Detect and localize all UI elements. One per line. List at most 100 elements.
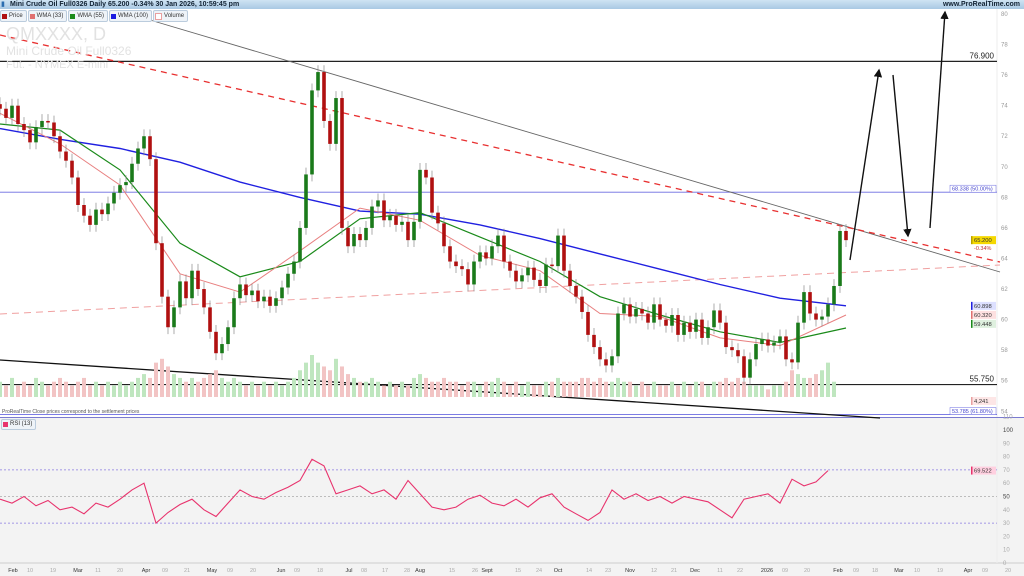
candle-down xyxy=(730,347,734,351)
x-tick-label: Mar xyxy=(73,568,83,574)
candle-down xyxy=(736,350,740,357)
legend-wma33[interactable]: WMA (33) xyxy=(27,10,68,22)
site-link[interactable]: www.ProRealTime.com xyxy=(942,1,1020,8)
x-tick-label: Feb xyxy=(8,568,17,574)
legend-price[interactable]: Price xyxy=(0,10,27,22)
candle-up xyxy=(226,327,230,345)
x-tick-label: 09 xyxy=(294,568,300,574)
volume-bar xyxy=(112,385,116,397)
volume-bar xyxy=(772,385,776,397)
level-label: 55.750 xyxy=(970,375,995,384)
volume-bar xyxy=(64,381,68,397)
volume-bar xyxy=(586,377,590,397)
volume-bar xyxy=(760,385,764,397)
candle-up xyxy=(130,163,134,183)
candle-up xyxy=(178,281,182,308)
volume-bar xyxy=(808,377,812,397)
volume-bar xyxy=(202,377,206,397)
candle-down xyxy=(382,200,386,221)
candle-down xyxy=(424,169,428,178)
candle-down xyxy=(442,223,446,247)
candle-down xyxy=(808,292,812,314)
legend-wma55[interactable]: WMA (55) xyxy=(68,10,109,22)
rsi-line xyxy=(0,458,829,525)
volume-bar xyxy=(778,385,782,397)
price-tick-label: 68 xyxy=(1001,195,1008,201)
candle-up xyxy=(490,246,494,259)
volume-bar xyxy=(52,381,56,397)
volume-bar xyxy=(292,377,296,397)
volume-bar xyxy=(10,377,14,397)
volume-bar xyxy=(718,381,722,397)
volume-bar xyxy=(502,381,506,397)
candle-down xyxy=(844,230,848,241)
volume-bar xyxy=(358,381,362,397)
candle-up xyxy=(616,313,620,357)
volume-bar xyxy=(4,385,8,397)
candle-down xyxy=(0,104,2,109)
candle-down xyxy=(430,177,434,213)
candle-down xyxy=(448,246,452,262)
x-tick-label: 21 xyxy=(184,568,190,574)
candle-down xyxy=(436,212,440,224)
x-tick-label: 12 xyxy=(651,568,657,574)
volume-bar xyxy=(196,381,200,397)
candle-down xyxy=(574,285,578,297)
candle-up xyxy=(682,322,686,335)
volume-bar xyxy=(22,381,26,397)
volume-bar xyxy=(418,374,422,397)
volume-bar xyxy=(394,385,398,397)
price-tick-label: 54 xyxy=(1001,409,1008,415)
candle-down xyxy=(196,270,200,290)
volume-bar xyxy=(178,377,182,397)
x-tick-label: 18 xyxy=(872,568,878,574)
legend-wma100[interactable]: WMA (100) xyxy=(109,10,153,22)
x-tick-label: 09 xyxy=(227,568,233,574)
candle-down xyxy=(532,267,536,280)
candle-down xyxy=(550,264,554,267)
volume-bar xyxy=(70,385,74,397)
candle-down xyxy=(160,243,164,297)
x-tick-label: 10 xyxy=(27,568,33,574)
x-tick-label: 15 xyxy=(449,568,455,574)
candle-down xyxy=(166,296,170,328)
indicator-legend: Price WMA (33) WMA (55) WMA (100) Volume xyxy=(0,10,189,22)
volume-bar xyxy=(136,377,140,397)
volume-bar xyxy=(784,381,788,397)
volume-bar xyxy=(832,381,836,397)
settlement-note: ProRealTime Close prices correspond to t… xyxy=(2,409,140,415)
rsi-tick-label: 40 xyxy=(1003,508,1010,514)
candle-down xyxy=(64,151,68,161)
candle-up xyxy=(34,127,38,143)
volume-bar xyxy=(226,381,230,397)
volume-bar xyxy=(820,370,824,397)
x-tick-label: 23 xyxy=(605,568,611,574)
candle-down xyxy=(454,261,458,267)
candle-down xyxy=(784,336,788,360)
x-tick-label: 09 xyxy=(782,568,788,574)
volume-bar xyxy=(448,381,452,397)
candle-up xyxy=(118,185,122,193)
candle-up xyxy=(142,136,146,149)
volume-bar xyxy=(412,377,416,397)
volume-bar xyxy=(676,385,680,397)
volume-bar xyxy=(406,385,410,397)
volume-bar xyxy=(790,370,794,397)
volume-bar xyxy=(436,381,440,397)
legend-rsi[interactable]: RSI (13) xyxy=(1,419,37,430)
candle-up xyxy=(388,215,392,221)
candle-up xyxy=(706,327,710,338)
wma55-value-label-bg xyxy=(971,319,996,328)
volume-bar xyxy=(250,381,254,397)
legend-volume[interactable]: Volume xyxy=(153,10,189,22)
volume-bar xyxy=(544,381,548,397)
x-tick-label: 10 xyxy=(914,568,920,574)
x-tick-label: 20 xyxy=(250,568,256,574)
candle-up xyxy=(334,98,338,144)
volume-bar xyxy=(628,381,632,397)
candle-up xyxy=(796,322,800,363)
volume-bar xyxy=(148,377,152,397)
price-tick-label: 72 xyxy=(1001,134,1008,140)
volume-bar xyxy=(568,381,572,397)
candle-up xyxy=(112,192,116,204)
